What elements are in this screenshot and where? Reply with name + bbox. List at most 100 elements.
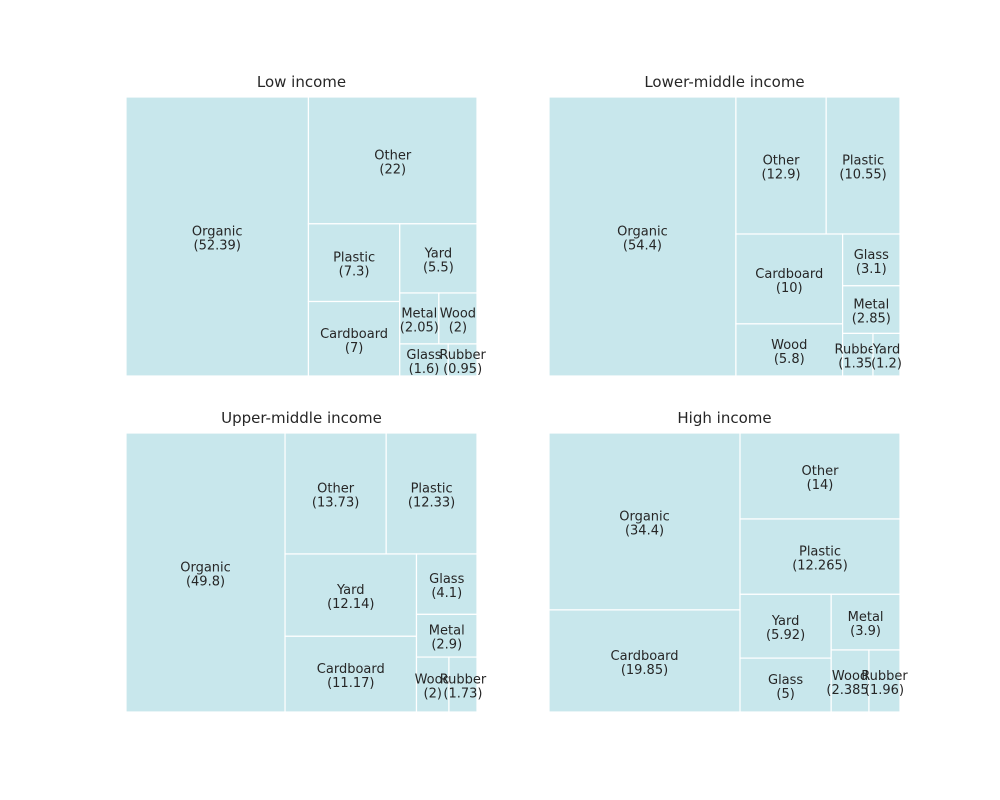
cell-value-label: (5.5) [423, 260, 454, 275]
cell-value-label: (7) [345, 341, 363, 356]
treemap-cell-cardboard [548, 609, 741, 713]
treemap-cell-other [739, 432, 901, 520]
panel-title: Low income [257, 73, 346, 91]
cell-value-label: (22) [379, 162, 406, 177]
treemap-cell-organic [125, 432, 286, 713]
treemap-cell-glass [415, 553, 478, 615]
cell-name-label: Metal [401, 306, 437, 321]
treemap-cell-yard [399, 223, 478, 294]
cell-name-label: Rubber [835, 343, 882, 358]
cell-value-label: (10) [776, 281, 803, 296]
treemap-panel-2: Lower-middle income Organic(54.4) Other(12… [548, 73, 902, 377]
treemap-cell-yard [284, 553, 418, 637]
treemap-cell-metal [399, 292, 440, 345]
cell-value-label: (2.9) [431, 638, 462, 653]
cell-value-label: (2) [424, 687, 442, 702]
cell-name-label: Plastic [411, 481, 453, 496]
cell-value-label: (0.95) [443, 362, 482, 377]
treemap-cell-glass [739, 657, 832, 713]
cell-name-label: Other [317, 481, 355, 496]
treemap-panel-1: Low income Organic(52.39) Other(22) Plastic… [125, 73, 487, 377]
cell-name-label: Yard [872, 343, 901, 358]
cell-name-label: Plastic [799, 545, 841, 560]
cell-value-label: (12.265) [792, 559, 848, 574]
cell-value-label: (2.85) [852, 312, 891, 327]
treemap-cell-organic [548, 96, 737, 377]
treemap-panels: Low incomeOrganic(52.39)Other(22)Plastic… [125, 73, 908, 713]
cell-value-label: (11.17) [327, 676, 374, 691]
cell-value-label: (3.1) [856, 262, 887, 277]
cell-name-label: Cardboard [611, 649, 679, 664]
cell-name-label: Other [802, 464, 840, 479]
cell-value-label: (10.55) [839, 168, 886, 183]
cell-value-label: (5.92) [766, 628, 805, 643]
cell-name-label: Glass [854, 248, 889, 263]
cell-name-label: Plastic [842, 154, 884, 169]
treemap-cell-plastic [307, 223, 401, 303]
treemap-cell-other [284, 432, 387, 555]
cell-value-label: (2) [449, 320, 467, 335]
cell-name-label: Metal [848, 610, 884, 625]
treemap-cell-metal [415, 613, 478, 658]
cell-value-label: (12.9) [762, 168, 801, 183]
treemap-cell-organic [548, 432, 741, 611]
cell-name-label: Cardboard [320, 327, 388, 342]
cell-name-label: Yard [771, 614, 800, 629]
cell-name-label: Plastic [333, 251, 375, 266]
cell-value-label: (1.73) [443, 687, 482, 702]
cell-value-label: (5.8) [774, 352, 805, 367]
treemap-cell-yard [872, 332, 901, 377]
treemap-cell-cardboard [735, 233, 844, 325]
cell-name-label: Rubber [861, 669, 908, 684]
cell-value-label: (4.1) [431, 586, 462, 601]
cell-value-label: (2.05) [400, 320, 439, 335]
cell-value-label: (1.2) [871, 357, 902, 372]
cell-name-label: Wood [832, 669, 868, 684]
cell-name-label: Glass [406, 348, 441, 363]
treemap-cell-metal [842, 285, 901, 335]
treemap-panel-4: High income Organic(34.4) Cardboard(19.85)… [548, 409, 908, 713]
cell-value-label: (19.85) [621, 663, 668, 678]
cell-name-label: Metal [853, 298, 889, 313]
cell-name-label: Organic [180, 561, 231, 576]
treemap-cell-other [307, 96, 478, 225]
treemap-cell-plastic [385, 432, 478, 555]
cell-name-label: Wood [771, 338, 807, 353]
cell-value-label: (1.35) [838, 357, 877, 372]
cell-name-label: Metal [429, 624, 465, 639]
cell-value-label: (52.39) [194, 239, 241, 254]
cell-value-label: (5) [776, 687, 794, 702]
cell-value-label: (54.4) [623, 239, 662, 254]
treemap-cell-rubber [868, 649, 901, 713]
cell-value-label: (12.33) [408, 495, 455, 510]
cell-name-label: Wood [415, 673, 451, 688]
cell-name-label: Organic [617, 225, 668, 240]
cell-name-label: Organic [192, 225, 243, 240]
cell-value-label: (1.6) [409, 362, 440, 377]
cell-name-label: Other [763, 154, 801, 169]
cell-name-label: Organic [619, 509, 670, 524]
panel-title: Upper-middle income [221, 409, 382, 427]
treemap-cell-glass [842, 233, 901, 287]
cell-name-label: Rubber [440, 673, 487, 688]
cell-name-label: Wood [440, 306, 476, 321]
cell-name-label: Yard [424, 246, 453, 261]
cell-value-label: (49.8) [186, 575, 225, 590]
treemap-cell-wood [438, 292, 478, 345]
cell-name-label: Cardboard [317, 662, 385, 677]
cell-name-label: Cardboard [755, 267, 823, 282]
cell-name-label: Rubber [439, 348, 486, 363]
treemap-cell-glass [399, 343, 449, 377]
treemap-cell-wood [830, 649, 870, 713]
treemap-cell-other [735, 96, 827, 235]
treemap-panel-3: Upper-middle income Organic(49.8) Other(13… [125, 409, 487, 713]
cell-value-label: (7.3) [339, 265, 370, 280]
treemap-cell-rubber [447, 343, 478, 377]
cell-value-label: (14) [807, 478, 834, 493]
cell-value-label: (13.73) [312, 495, 359, 510]
cell-name-label: Other [374, 148, 412, 163]
treemap-cell-rubber [448, 656, 478, 713]
cell-value-label: (12.14) [327, 597, 374, 612]
panel-title: High income [677, 409, 771, 427]
